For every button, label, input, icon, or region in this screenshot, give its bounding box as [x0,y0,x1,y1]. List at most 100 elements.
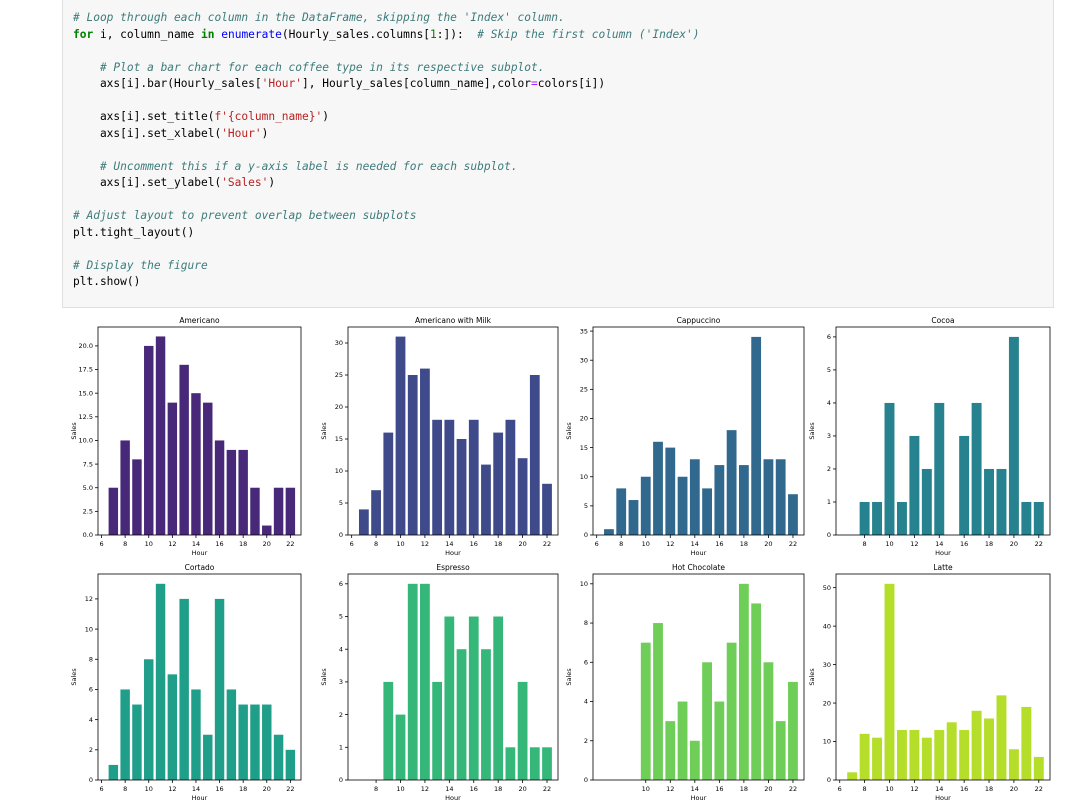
bar [493,432,504,535]
code-token: 'Hour' [261,77,303,90]
y-tick-label: 30 [580,356,588,364]
bar [788,681,798,780]
bar [179,364,189,535]
x-tick-label: 18 [985,540,993,548]
y-tick-label: 0 [827,531,831,539]
x-tick-label: 20 [518,785,526,793]
bar [529,375,540,535]
y-tick-label: 0 [584,776,588,784]
code-editor[interactable]: # Loop through each column in the DataFr… [73,10,700,291]
y-tick-label: 15 [335,435,343,443]
bar [155,336,166,535]
y-tick-label: 10 [335,467,343,475]
y-tick-label: 15.0 [79,389,93,397]
x-tick-label: 8 [863,540,867,548]
x-tick-label: 12 [910,540,918,548]
subplot-cappuccino: 6 8 10 12 14 16 18 20 22 0 5 10 15 20 25 30 35 Cappuccino… [565,316,805,557]
bar [132,704,142,780]
code-line: for i, column_name in enumerate(Hourly_s… [73,27,700,44]
x-tick-label: 20 [263,785,271,793]
bar [167,402,178,535]
y-axis-label: Sales [70,668,78,686]
subplot-americano: 6 8 10 12 14 16 18 20 22 0.0 2.5 5.0 7.5 10.0 12.5 15.0… [70,316,302,557]
y-axis-label: Sales [565,668,573,686]
chart-title: Espresso [436,563,470,572]
bar [432,419,443,535]
y-tick-label: 7.5 [83,460,93,468]
bar [407,375,418,535]
y-tick-label: 2 [339,711,343,719]
bar [971,402,982,535]
bar [859,733,870,780]
code-line: # Display the figure [73,258,700,275]
x-tick-label: 12 [421,785,429,793]
y-tick-label: 10 [580,473,588,481]
code-token: plt.show() [73,275,141,288]
bar [763,662,774,780]
x-tick-label: 20 [263,540,271,548]
y-tick-label: 15 [580,444,588,452]
x-tick-label: 14 [192,540,200,548]
x-tick-label: 22 [1035,785,1043,793]
x-tick-label: 6 [350,540,354,548]
x-axis-label: Hour [192,549,208,557]
y-tick-label: 20.0 [79,342,93,350]
code-line: # Adjust layout to prevent overlap betwe… [73,208,700,225]
bar [420,368,430,535]
code-line [73,43,700,60]
bar [984,468,995,535]
x-tick-label: 16 [215,540,223,548]
bar [751,603,762,780]
code-token: axs[i].set_ylabel( [73,176,222,189]
y-tick-label: 20 [580,415,588,423]
bar [628,500,639,535]
x-tick-label: 12 [666,785,674,793]
code-line [73,142,700,159]
bar [714,701,725,780]
bar [214,598,225,780]
bar [896,501,907,535]
x-tick-label: 8 [619,540,623,548]
bar [371,490,381,535]
x-axis-label: Hour [935,794,951,802]
x-tick-label: 6 [99,540,103,548]
x-tick-label: 16 [715,540,723,548]
y-tick-label: 1 [339,744,343,752]
bar [1033,501,1044,535]
code-cell[interactable]: # Loop through each column in the DataFr… [62,0,1054,308]
code-token: axs[i].set_xlabel( [73,126,222,140]
y-axis-label: Sales [70,422,78,440]
bar [468,419,479,535]
bar [677,476,688,535]
code-token: in [201,27,215,41]
x-tick-label: 22 [286,785,294,793]
y-axis-label: Sales [320,422,328,440]
x-tick-label: 16 [470,785,478,793]
x-tick-label: 22 [543,540,551,548]
y-tick-label: 5 [827,366,831,374]
bar [456,439,467,535]
y-tick-label: 2.5 [83,508,93,516]
y-tick-label: 4 [827,399,831,407]
bar [775,459,786,535]
bar [505,419,516,535]
y-axis-label: Sales [565,422,573,440]
x-tick-label: 14 [445,540,453,548]
bar [884,583,895,780]
bar [896,729,907,780]
code-line: plt.tight_layout() [73,225,700,242]
code-token: ], Hourly_sales[column_name],color [302,77,532,90]
y-tick-label: 30 [823,661,831,669]
bar [214,440,225,535]
code-token: # Adjust layout to prevent overlap betwe… [73,209,417,222]
bar [909,729,920,780]
bar [714,465,725,535]
code-token: axs[i].set_title( [73,110,215,123]
x-axis-label: Hour [192,794,208,802]
x-tick-label: 12 [666,540,674,548]
x-tick-label: 6 [838,785,842,793]
y-tick-label: 50 [823,584,831,592]
bar [407,583,418,780]
x-tick-label: 16 [960,540,968,548]
chart-title: Hot Chocolate [672,563,725,572]
